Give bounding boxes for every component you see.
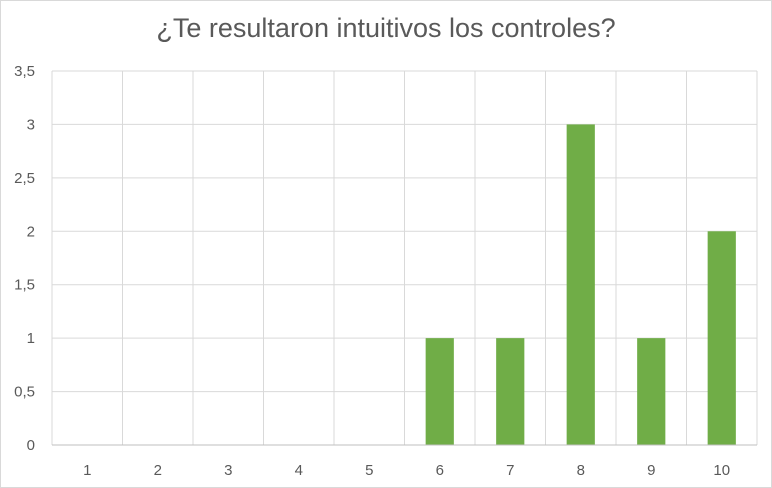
x-tick-label: 3: [224, 462, 232, 479]
y-axis-tick-labels: 0 0,5 1 1,5 2 2,5 3 3,5: [14, 63, 35, 454]
x-axis-tick-labels: 1 2 3 4 5 6 7 8 9 10: [83, 462, 730, 479]
x-tick-label: 2: [154, 462, 162, 479]
x-tick-label: 1: [83, 462, 91, 479]
bar-9: [637, 338, 666, 445]
y-tick-label: 3: [27, 116, 35, 133]
bar-7: [496, 338, 525, 445]
y-tick-label: 2,5: [14, 170, 35, 187]
x-tick-label: 6: [436, 462, 444, 479]
grid-lines: [51, 70, 758, 446]
bars: [425, 124, 736, 445]
x-tick-label: 9: [647, 462, 655, 479]
x-tick-label: 4: [295, 462, 303, 479]
chart-title: ¿Te resultaron intuitivos los controles?: [156, 13, 616, 43]
bar-8: [566, 124, 595, 445]
y-tick-label: 0: [27, 437, 35, 454]
y-tick-label: 2: [27, 223, 35, 240]
x-tick-label: 7: [506, 462, 514, 479]
bar-6: [425, 338, 454, 445]
y-tick-label: 0,5: [14, 384, 35, 401]
y-tick-label: 3,5: [14, 63, 35, 80]
y-tick-label: 1: [27, 330, 35, 347]
y-tick-label: 1,5: [14, 277, 35, 294]
x-tick-label: 10: [713, 462, 730, 479]
x-tick-label: 8: [577, 462, 585, 479]
bar-10: [707, 231, 736, 445]
x-tick-label: 5: [365, 462, 373, 479]
